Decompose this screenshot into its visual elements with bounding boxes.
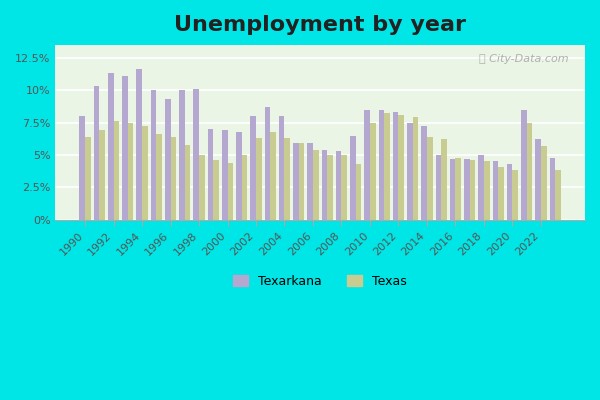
Bar — [364, 110, 370, 220]
Bar — [464, 159, 470, 220]
Bar — [242, 155, 247, 220]
Bar — [199, 155, 205, 220]
Bar — [279, 116, 284, 220]
Bar — [478, 155, 484, 220]
Title: Unemployment by year: Unemployment by year — [174, 15, 466, 35]
Bar — [94, 86, 99, 220]
Bar — [193, 89, 199, 220]
Bar — [421, 126, 427, 220]
Bar — [99, 130, 105, 220]
Bar — [313, 150, 319, 220]
Bar — [265, 107, 270, 220]
Bar — [341, 155, 347, 220]
Bar — [555, 170, 561, 220]
Bar — [384, 114, 390, 220]
Bar — [142, 126, 148, 220]
Bar — [284, 138, 290, 220]
Bar — [407, 122, 413, 220]
Bar — [541, 146, 547, 220]
Bar — [450, 159, 455, 220]
Bar — [550, 158, 555, 220]
Bar — [356, 164, 361, 220]
Bar — [470, 160, 475, 220]
Bar — [413, 117, 418, 220]
Bar — [521, 110, 527, 220]
Bar — [270, 132, 276, 220]
Bar — [512, 170, 518, 220]
Bar — [427, 137, 433, 220]
Bar — [393, 112, 398, 220]
Bar — [79, 116, 85, 220]
Bar — [165, 99, 170, 220]
Bar — [151, 90, 156, 220]
Legend: Texarkana, Texas: Texarkana, Texas — [229, 270, 412, 293]
Bar — [507, 164, 512, 220]
Bar — [250, 116, 256, 220]
Bar — [293, 143, 299, 220]
Bar — [122, 76, 128, 220]
Bar — [222, 130, 227, 220]
Bar — [256, 138, 262, 220]
Bar — [336, 151, 341, 220]
Bar — [128, 122, 133, 220]
Bar — [379, 110, 384, 220]
Bar — [170, 137, 176, 220]
Bar — [299, 143, 304, 220]
Bar — [136, 70, 142, 220]
Bar — [108, 73, 113, 220]
Bar — [322, 150, 327, 220]
Bar — [236, 132, 242, 220]
Bar — [156, 134, 162, 220]
Bar — [327, 155, 333, 220]
Bar — [527, 122, 532, 220]
Bar — [484, 161, 490, 220]
Bar — [213, 160, 219, 220]
Bar — [398, 115, 404, 220]
Bar — [227, 163, 233, 220]
Bar — [370, 122, 376, 220]
Bar — [185, 144, 190, 220]
Bar — [455, 158, 461, 220]
Bar — [350, 136, 356, 220]
Bar — [113, 121, 119, 220]
Bar — [493, 161, 498, 220]
Text: ⓘ City-Data.com: ⓘ City-Data.com — [479, 54, 569, 64]
Bar — [535, 139, 541, 220]
Bar — [498, 166, 504, 220]
Bar — [441, 139, 447, 220]
Bar — [85, 137, 91, 220]
Bar — [208, 129, 213, 220]
Bar — [436, 155, 441, 220]
Bar — [179, 90, 185, 220]
Bar — [307, 143, 313, 220]
